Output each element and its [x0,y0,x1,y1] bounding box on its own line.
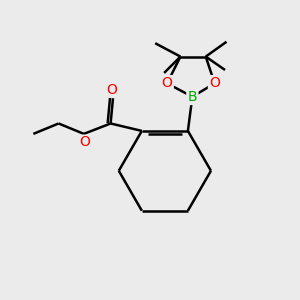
Text: O: O [162,76,172,90]
Text: O: O [209,76,220,90]
Text: O: O [106,83,117,97]
Text: B: B [188,90,197,104]
Text: O: O [79,135,90,149]
